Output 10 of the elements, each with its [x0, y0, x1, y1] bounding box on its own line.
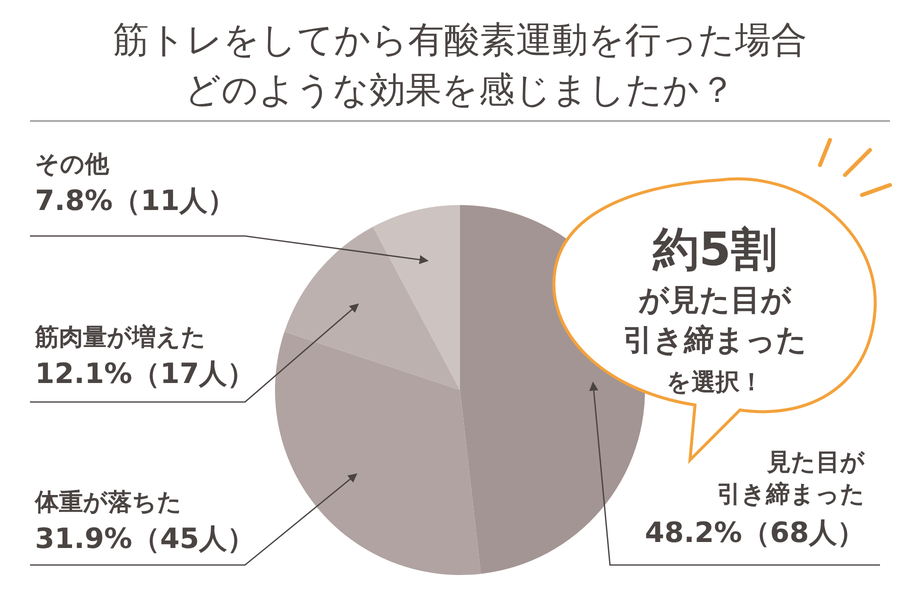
slice-label: その他 [35, 150, 110, 178]
chart-title: 筋トレをしてから有酸素運動を行った場合どのような効果を感じましたか？ [113, 20, 807, 111]
data-label: 48.2%（68人） [644, 516, 865, 549]
slice-label: 見た目が引き締まった [717, 448, 865, 508]
data-label: 12.1%（17人） [35, 357, 256, 390]
data-label: 31.9%（45人） [35, 522, 256, 555]
slice-label: 筋肉量が増えた [34, 323, 206, 351]
data-label: 7.8%（11人） [35, 184, 236, 217]
text: 約5割が見た目が引き締まったを選択！ [623, 222, 807, 396]
slice-label: 体重が落ちた [34, 488, 182, 516]
